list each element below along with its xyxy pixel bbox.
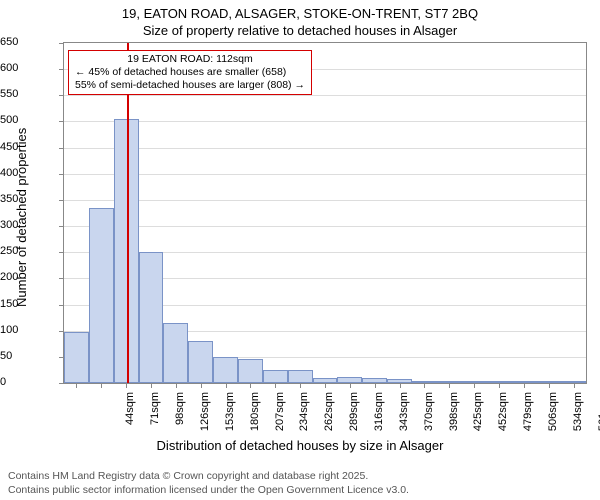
x-tick [201,383,202,388]
x-tick-label: 452sqm [497,392,509,442]
x-tick-label: 126sqm [199,392,211,442]
x-tick [400,383,401,388]
bar [238,359,263,383]
x-tick [300,383,301,388]
annotation-box: 19 EATON ROAD: 112sqm← 45% of detached h… [68,50,312,95]
x-tick-label: 343sqm [398,392,410,442]
y-tick-label: 50 [0,350,57,362]
y-tick [59,174,64,175]
y-tick-label: 400 [0,167,57,179]
annotation-line2: ← 45% of detached houses are smaller (65… [75,66,305,79]
y-tick [59,148,64,149]
annotation-line3: 55% of semi-detached houses are larger (… [75,79,305,92]
y-tick-label: 350 [0,193,57,205]
y-tick-label: 0 [0,376,57,388]
y-tick [59,69,64,70]
x-tick [549,383,550,388]
y-tick-label: 250 [0,245,57,257]
x-tick [574,383,575,388]
y-tick-label: 550 [0,88,57,100]
gridline [64,148,586,149]
x-tick [499,383,500,388]
y-tick [59,121,64,122]
x-tick-label: 262sqm [323,392,335,442]
y-tick [59,278,64,279]
x-tick-label: 289sqm [348,392,360,442]
x-tick-label: 506sqm [547,392,559,442]
x-tick-label: 398sqm [448,392,460,442]
x-tick [474,383,475,388]
x-tick [375,383,376,388]
y-tick-label: 450 [0,141,57,153]
y-tick [59,200,64,201]
x-tick-label: 153sqm [224,392,236,442]
y-tick [59,383,64,384]
bar [64,332,89,383]
x-tick [424,383,425,388]
x-tick-label: 425sqm [472,392,484,442]
x-tick-label: 479sqm [522,392,534,442]
y-tick-label: 200 [0,271,57,283]
y-tick [59,252,64,253]
y-tick [59,95,64,96]
bar [139,252,164,383]
y-tick [59,305,64,306]
x-tick [151,383,152,388]
y-tick-label: 100 [0,324,57,336]
x-tick-label: 534sqm [572,392,584,442]
gridline [64,226,586,227]
x-tick-label: 207sqm [274,392,286,442]
y-tick-label: 300 [0,219,57,231]
chart: Number of detached propertiesDistributio… [0,0,600,500]
x-tick-label: 316sqm [373,392,385,442]
x-tick-label: 44sqm [124,392,136,442]
x-tick-label: 180sqm [249,392,261,442]
x-tick [76,383,77,388]
x-tick [325,383,326,388]
x-tick [176,383,177,388]
footer-line2: Contains public sector information licen… [8,484,409,496]
x-tick [275,383,276,388]
footer-line1: Contains HM Land Registry data © Crown c… [8,470,368,482]
bar [213,357,238,383]
x-tick [226,383,227,388]
x-tick-label: 234sqm [298,392,310,442]
y-tick-label: 650 [0,36,57,48]
x-tick [126,383,127,388]
gridline [64,121,586,122]
gridline [64,200,586,201]
x-tick [524,383,525,388]
x-tick [449,383,450,388]
y-tick-label: 500 [0,114,57,126]
bar [288,370,313,383]
x-tick-label: 98sqm [174,392,186,442]
gridline [64,174,586,175]
y-tick-label: 600 [0,62,57,74]
x-tick [101,383,102,388]
x-tick [350,383,351,388]
annotation-line1: 19 EATON ROAD: 112sqm [75,53,305,66]
x-tick-label: 370sqm [423,392,435,442]
bar [263,370,288,383]
y-tick [59,226,64,227]
y-tick [59,43,64,44]
x-tick [250,383,251,388]
bar [89,208,114,383]
gridline [64,95,586,96]
x-tick-label: 71sqm [149,392,161,442]
bar [188,341,213,383]
bar [163,323,188,383]
y-tick-label: 150 [0,298,57,310]
